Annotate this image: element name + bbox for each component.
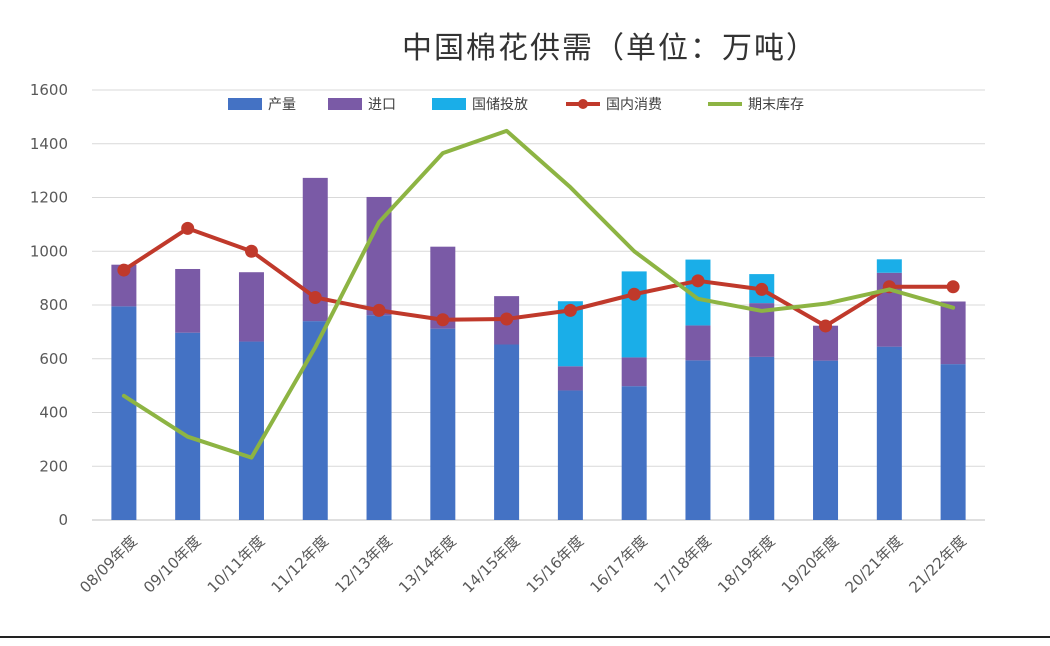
bar-segment bbox=[238, 272, 264, 342]
bars bbox=[111, 177, 966, 520]
y-tick-label: 1000 bbox=[30, 242, 68, 260]
x-tick-label: 10/11年度 bbox=[204, 532, 269, 597]
legend-label: 国内消费 bbox=[606, 97, 662, 113]
bar-segment bbox=[494, 344, 520, 520]
bar-segment bbox=[621, 357, 647, 387]
legend-label: 产量 bbox=[268, 97, 296, 113]
y-tick-label: 600 bbox=[39, 350, 68, 368]
legend-label: 国储投放 bbox=[472, 97, 528, 113]
line-point bbox=[117, 263, 131, 277]
x-tick-label: 15/16年度 bbox=[523, 532, 588, 597]
x-tick-label: 21/22年度 bbox=[905, 532, 970, 597]
line-point bbox=[755, 282, 769, 296]
y-tick-label: 1600 bbox=[30, 81, 68, 99]
legend-label: 期末库存 bbox=[748, 97, 804, 113]
legend-label: 进口 bbox=[368, 97, 396, 113]
line-point bbox=[244, 244, 258, 258]
y-tick-label: 400 bbox=[39, 404, 68, 422]
legend: 产量 进口 国储投放 国内消费 期末库存 bbox=[228, 97, 804, 113]
bar-segment bbox=[940, 364, 966, 520]
bar-segment bbox=[813, 360, 839, 520]
x-tick-label: 14/15年度 bbox=[459, 532, 524, 597]
bar-segment bbox=[430, 328, 456, 520]
series-line bbox=[121, 226, 956, 328]
bar-segment bbox=[876, 259, 902, 273]
y-tick-label: 800 bbox=[39, 296, 68, 314]
lines bbox=[117, 128, 960, 460]
line-point bbox=[181, 221, 195, 235]
legend-swatch bbox=[328, 98, 362, 110]
line-point bbox=[436, 313, 450, 327]
bar-segment bbox=[685, 325, 711, 361]
x-tick-label: 12/13年度 bbox=[331, 532, 396, 597]
bottom-border bbox=[0, 636, 1050, 638]
bar-segment bbox=[175, 332, 201, 520]
gridlines bbox=[92, 89, 985, 521]
chart-title: 中国棉花供需（单位：万吨） bbox=[402, 31, 818, 66]
bar-segment bbox=[557, 366, 583, 391]
x-axis: 08/09年度 09/10年度 10/11年度 11/12年度 12/13年度 13/14… bbox=[76, 532, 970, 597]
x-tick-label: 18/19年度 bbox=[714, 532, 779, 597]
line-point bbox=[627, 287, 641, 301]
bar-segment bbox=[749, 356, 775, 520]
legend-swatch bbox=[228, 98, 262, 110]
line-point bbox=[691, 274, 705, 288]
x-tick-label: 19/20年度 bbox=[778, 532, 843, 597]
bar-segment bbox=[621, 271, 647, 358]
line-point bbox=[500, 312, 514, 326]
bar-segment bbox=[238, 341, 264, 520]
bar-segment bbox=[621, 386, 647, 520]
x-tick-label: 17/18年度 bbox=[650, 532, 715, 597]
bar-segment bbox=[302, 321, 328, 520]
y-tick-label: 200 bbox=[39, 457, 68, 475]
bar-segment bbox=[940, 301, 966, 365]
y-tick-label: 1200 bbox=[30, 189, 68, 207]
x-tick-label: 11/12年度 bbox=[268, 532, 333, 597]
y-axis: 0 200 400 600 800 1000 1200 1400 1600 bbox=[30, 81, 68, 529]
legend-marker bbox=[578, 99, 588, 109]
y-tick-label: 1400 bbox=[30, 135, 68, 153]
y-tick-label: 0 bbox=[58, 511, 68, 529]
x-tick-label: 20/21年度 bbox=[842, 532, 907, 597]
series-line bbox=[121, 128, 956, 460]
legend-swatch bbox=[432, 98, 466, 110]
bar-segment bbox=[685, 360, 711, 520]
x-tick-label: 08/09年度 bbox=[76, 532, 141, 597]
line-point bbox=[946, 280, 960, 294]
x-tick-label: 13/14年度 bbox=[395, 532, 460, 597]
line-point bbox=[819, 319, 833, 333]
bar-segment bbox=[175, 268, 201, 333]
bar-segment bbox=[876, 346, 902, 520]
bar-segment bbox=[111, 306, 137, 520]
x-tick-label: 16/17年度 bbox=[586, 532, 651, 597]
bar-segment bbox=[557, 390, 583, 520]
line-point bbox=[563, 303, 577, 317]
x-tick-label: 09/10年度 bbox=[140, 532, 205, 597]
line-point bbox=[372, 303, 386, 317]
line-point bbox=[308, 290, 322, 304]
bar-segment bbox=[366, 196, 392, 316]
bar-segment bbox=[366, 315, 392, 520]
